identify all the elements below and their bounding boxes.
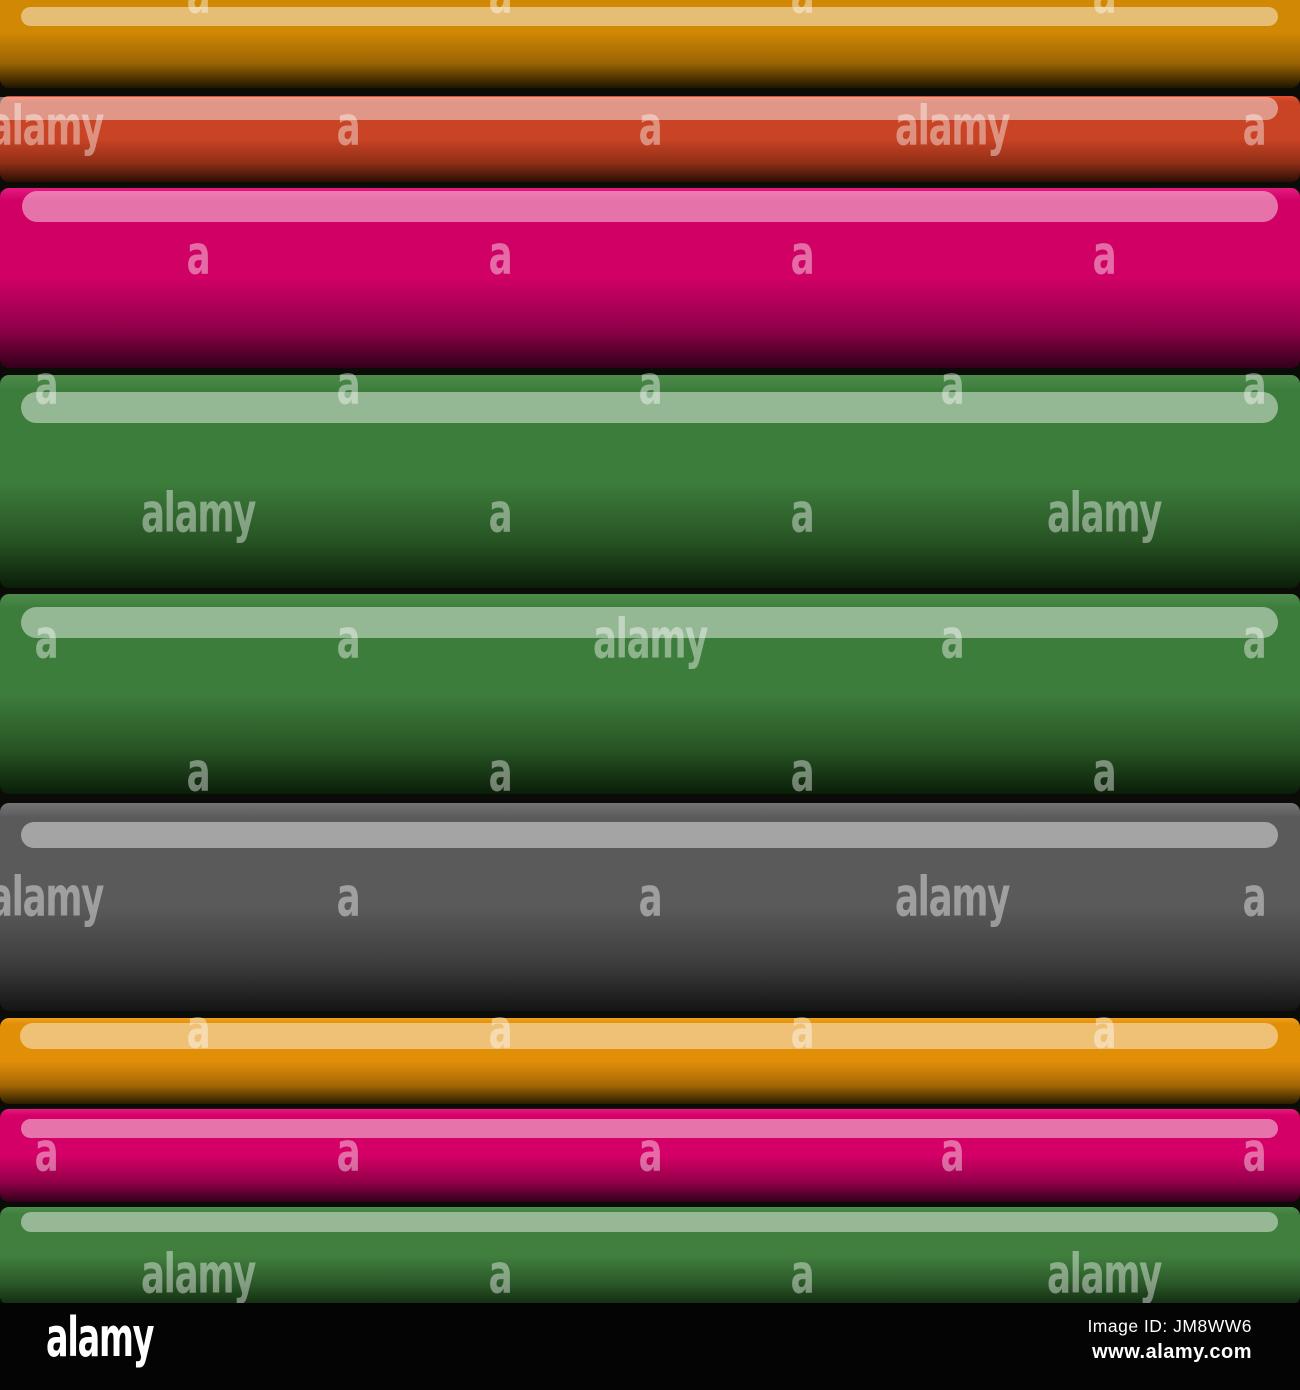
alamy-watermark-letter: a [1242,1120,1267,1184]
alamy-watermark-letter: a [790,481,815,545]
alamy-watermark-letter: a [1092,740,1117,804]
alamy-watermark-letter: a [790,740,815,804]
alamy-watermark-letter: a [488,223,513,287]
alamy-watermark: alamy [1046,481,1162,545]
color-bar-green-3 [0,1207,1300,1305]
alamy-watermark-letter: a [940,1120,965,1184]
color-bar-magenta [0,188,1300,368]
alamy-watermark-letter: a [790,1242,815,1306]
alamy-watermark-letter: a [34,353,59,417]
color-bar-green-2 [0,594,1300,794]
color-bar-green-1 [0,375,1300,588]
glossy-highlight-red [0,97,1278,120]
alamy-watermark-letter: a [940,607,965,671]
alamy-watermark: alamy [894,865,1010,929]
alamy-watermark-letter: a [790,223,815,287]
alamy-watermark: alamy [1046,1242,1162,1306]
alamy-watermark-letter: a [940,353,965,417]
alamy-watermark: alamy [140,1242,256,1306]
alamy-watermark-letter: a [1242,607,1267,671]
alamy-watermark-letter: a [34,1120,59,1184]
alamy-watermark-letter: a [489,0,513,21]
alamy-watermark: alamy [894,94,1010,158]
alamy-watermark-letter: a [336,865,361,929]
glossy-highlight-gray [21,822,1278,848]
alamy-watermark-letter: a [638,1120,663,1184]
image-id-badge: Image ID: JM8WW6 www.alamy.com [1087,1315,1252,1365]
alamy-watermark-letter: a [791,0,815,21]
color-bar-orange-top [0,0,1300,88]
alamy-watermark: alamy [0,865,104,929]
color-bar-red [0,96,1300,182]
alamy-watermark-letter: a [638,94,663,158]
glossy-highlight-green-2 [21,607,1278,638]
glossy-highlight-magenta-2 [21,1119,1278,1138]
alamy-watermark-letter: a [638,865,663,929]
alamy-logo: alamy [46,1306,154,1369]
alamy-watermark-letter: a [186,223,211,287]
alamy-watermark-letter: a [488,740,513,804]
alamy-watermark-letter: a [1242,353,1267,417]
glossy-highlight-magenta [22,191,1278,222]
alamy-watermark-letter: a [187,0,211,21]
alamy-watermark-letter: a [638,353,663,417]
alamy-watermark-letter: a [336,94,361,158]
glossy-highlight-green-3 [21,1212,1278,1232]
glossy-highlight-green-1 [21,392,1278,423]
alamy-watermark-letter: a [790,997,815,1061]
alamy-watermark: alamy [0,94,104,158]
alamy-watermark-letter: a [1092,997,1117,1061]
glossy-highlight-orange-2 [20,1023,1278,1049]
color-bar-orange-2 [0,1018,1300,1104]
alamy-watermark-letter: a [1093,0,1117,21]
alamy-watermark-letter: a [336,353,361,417]
alamy-url: www.alamy.com [1092,1340,1252,1363]
alamy-watermark-letter: a [1242,865,1267,929]
alamy-watermark: alamy [592,607,708,671]
alamy-watermark: alamy [140,481,256,545]
alamy-watermark-letter: a [336,1120,361,1184]
image-id-label: Image ID: JM8WW6 [1087,1316,1252,1336]
footer-bar: alamy Image ID: JM8WW6 www.alamy.com [0,1303,1300,1390]
alamy-watermark-letter: a [34,607,59,671]
alamy-watermark-letter: a [1242,94,1267,158]
alamy-watermark-letter: a [186,740,211,804]
glossy-highlight-orange-top [21,7,1278,26]
color-bar-magenta-2 [0,1109,1300,1202]
alamy-watermark-letter: a [488,997,513,1061]
alamy-watermark-letter: a [488,481,513,545]
alamy-watermark-letter: a [186,997,211,1061]
color-bar-gray [0,803,1300,1011]
alamy-watermark-letter: a [1092,223,1117,287]
alamy-watermark-letter: a [488,1242,513,1306]
alamy-watermark-letter: a [336,607,361,671]
